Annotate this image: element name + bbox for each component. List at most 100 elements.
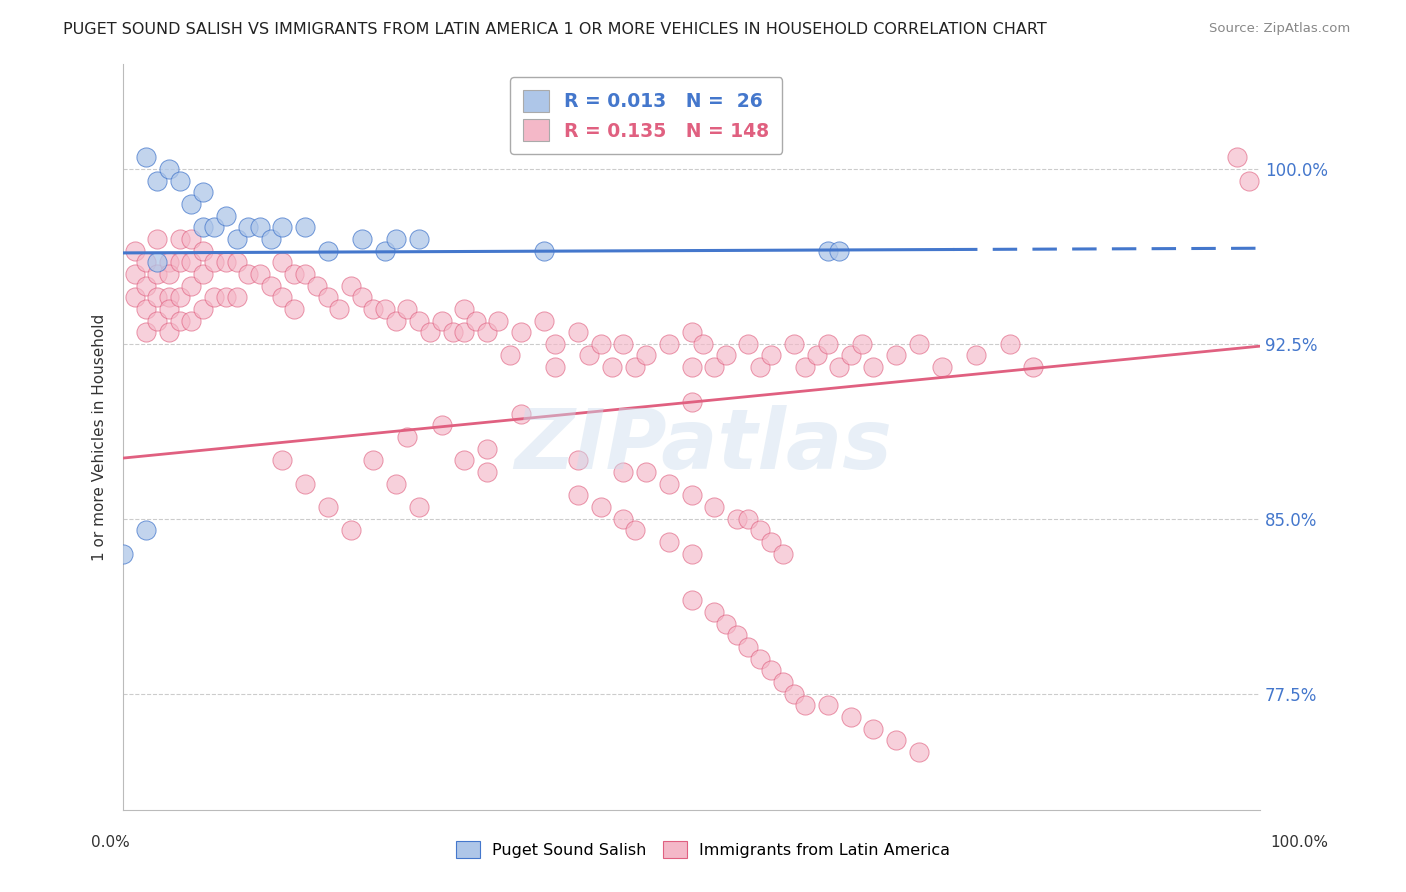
Point <box>294 476 316 491</box>
Point <box>589 500 612 514</box>
Point <box>396 301 419 316</box>
Point <box>783 336 806 351</box>
Point <box>737 336 759 351</box>
Point <box>430 313 453 327</box>
Legend: R = 0.013   N =  26, R = 0.135   N = 148: R = 0.013 N = 26, R = 0.135 N = 148 <box>510 78 782 154</box>
Point <box>453 453 475 467</box>
Point <box>737 640 759 654</box>
Point <box>600 360 623 375</box>
Point <box>135 150 157 164</box>
Point <box>408 232 430 246</box>
Point <box>908 336 931 351</box>
Point <box>180 313 202 327</box>
Point <box>862 722 884 736</box>
Point <box>238 220 260 235</box>
Point <box>157 267 180 281</box>
Point <box>328 301 350 316</box>
Point <box>851 336 873 351</box>
Point <box>191 220 214 235</box>
Point <box>794 698 817 713</box>
Point <box>681 360 703 375</box>
Point <box>681 488 703 502</box>
Point <box>146 232 169 246</box>
Point <box>191 186 214 200</box>
Point <box>169 255 191 269</box>
Point <box>612 336 634 351</box>
Point <box>374 244 396 258</box>
Point <box>169 290 191 304</box>
Point <box>294 220 316 235</box>
Point <box>817 244 839 258</box>
Point <box>226 255 249 269</box>
Point <box>283 301 305 316</box>
Point <box>316 290 339 304</box>
Point <box>806 349 828 363</box>
Point <box>260 278 283 293</box>
Point <box>658 535 681 549</box>
Point <box>180 232 202 246</box>
Point <box>385 232 408 246</box>
Point <box>146 313 169 327</box>
Point <box>658 336 681 351</box>
Point <box>759 349 782 363</box>
Point <box>759 663 782 677</box>
Point <box>772 674 794 689</box>
Point <box>748 651 770 665</box>
Point <box>475 325 498 339</box>
Point <box>567 325 589 339</box>
Point <box>363 301 385 316</box>
Point <box>271 255 294 269</box>
Text: 100.0%: 100.0% <box>1271 836 1329 850</box>
Point <box>396 430 419 444</box>
Point <box>817 698 839 713</box>
Point <box>214 209 236 223</box>
Point <box>408 313 430 327</box>
Point <box>623 524 645 538</box>
Point <box>908 745 931 759</box>
Point <box>135 325 157 339</box>
Point <box>157 325 180 339</box>
Point <box>567 488 589 502</box>
Point <box>828 360 851 375</box>
Point <box>191 244 214 258</box>
Point <box>612 465 634 479</box>
Point <box>124 267 146 281</box>
Point <box>703 605 725 619</box>
Text: PUGET SOUND SALISH VS IMMIGRANTS FROM LATIN AMERICA 1 OR MORE VEHICLES IN HOUSEH: PUGET SOUND SALISH VS IMMIGRANTS FROM LA… <box>63 22 1047 37</box>
Point <box>612 511 634 525</box>
Point <box>157 290 180 304</box>
Point <box>589 336 612 351</box>
Text: Source: ZipAtlas.com: Source: ZipAtlas.com <box>1209 22 1350 36</box>
Point <box>260 232 283 246</box>
Point <box>339 524 361 538</box>
Point <box>238 267 260 281</box>
Point <box>202 220 225 235</box>
Point <box>124 244 146 258</box>
Point <box>453 325 475 339</box>
Point <box>510 325 533 339</box>
Point <box>146 255 169 269</box>
Point <box>180 278 202 293</box>
Point <box>681 325 703 339</box>
Point <box>112 547 135 561</box>
Point <box>169 313 191 327</box>
Point <box>271 290 294 304</box>
Point <box>305 278 328 293</box>
Point <box>271 220 294 235</box>
Point <box>737 511 759 525</box>
Point <box>339 278 361 293</box>
Point <box>146 173 169 187</box>
Point <box>135 255 157 269</box>
Point <box>772 547 794 561</box>
Point <box>475 465 498 479</box>
Point <box>839 349 862 363</box>
Point <box>124 290 146 304</box>
Point <box>464 313 486 327</box>
Point <box>839 710 862 724</box>
Point <box>783 687 806 701</box>
Point <box>441 325 464 339</box>
Point <box>748 524 770 538</box>
Point <box>486 313 509 327</box>
Point <box>794 360 817 375</box>
Point <box>180 255 202 269</box>
